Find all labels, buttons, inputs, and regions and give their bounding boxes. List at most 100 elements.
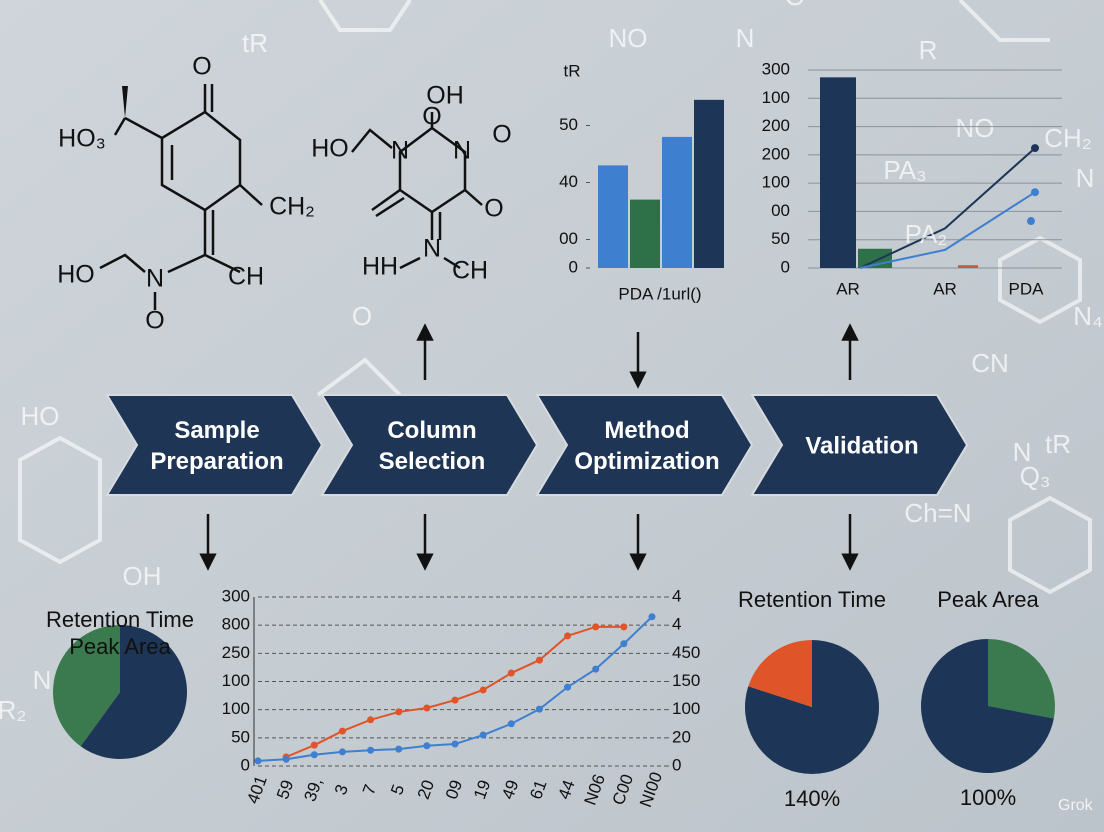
y-tick-label: 50 xyxy=(559,115,578,134)
atom-label: O xyxy=(492,121,511,149)
wedge-bond xyxy=(122,86,128,118)
bar xyxy=(662,136,692,268)
pie-slice xyxy=(921,639,1054,773)
atom-label: N xyxy=(391,137,409,165)
background-label: NO xyxy=(609,23,648,53)
end-marker xyxy=(1031,188,1039,197)
atom-label: N xyxy=(146,265,164,293)
pie-slice xyxy=(80,625,187,759)
point xyxy=(451,740,459,748)
atom-label: N xyxy=(423,235,441,263)
point xyxy=(338,748,346,756)
point xyxy=(507,720,515,728)
atom-label: HO₃ xyxy=(58,125,106,153)
watermark: Grok xyxy=(1058,797,1094,814)
atom-label: O xyxy=(422,103,441,131)
y-tick-label: 300 xyxy=(222,586,250,605)
molecule-bonds xyxy=(99,84,483,310)
y-tick-label: 100 xyxy=(222,671,250,690)
pie-title: Retention Time xyxy=(738,587,886,612)
y-tick-label: 100 xyxy=(222,699,250,718)
y-tick-label: 40 xyxy=(559,172,578,191)
pie-slice xyxy=(52,625,120,747)
workflow-step xyxy=(535,394,754,496)
x-tick-label: AR xyxy=(836,279,860,298)
bar xyxy=(694,99,724,268)
point xyxy=(479,686,487,694)
point xyxy=(648,613,656,621)
background-label: R xyxy=(919,35,938,65)
arrows xyxy=(199,323,859,571)
bar xyxy=(630,199,660,268)
y-tick-label: 00 xyxy=(559,229,578,248)
step-label: Sample xyxy=(174,417,259,444)
y-tick-label: 50 xyxy=(771,229,790,248)
bar xyxy=(598,165,628,268)
workflow-step xyxy=(105,394,324,496)
point xyxy=(395,745,403,753)
x-tick-label: PDA xyxy=(1009,279,1045,298)
pie-annotation: 140% xyxy=(784,786,840,811)
atom-label: CH xyxy=(228,263,264,291)
step-label: Method xyxy=(604,417,689,444)
background-label: HO xyxy=(21,401,60,431)
pie-title: Retention Time xyxy=(46,607,194,632)
atom-label: O xyxy=(192,53,211,81)
pie-subtitle: Peak Area xyxy=(69,634,171,659)
workflow-step xyxy=(750,394,969,496)
background-label: Ch=N xyxy=(904,498,971,528)
y-tick-label: 800 xyxy=(222,615,250,634)
point xyxy=(535,656,543,664)
line-series xyxy=(859,147,1036,269)
point xyxy=(592,665,600,673)
background-label: tR xyxy=(242,28,268,58)
atom-label: CH₂ xyxy=(269,193,315,221)
point xyxy=(338,727,346,735)
atom-label: N xyxy=(453,137,471,165)
point xyxy=(451,696,459,704)
background-label: O xyxy=(785,0,805,11)
point xyxy=(535,705,543,713)
background-label: OH xyxy=(123,561,162,591)
atom-label: HO xyxy=(57,261,95,289)
workflow-step xyxy=(320,394,539,496)
background-label: R₂ xyxy=(0,695,26,725)
x-axis-label: PDA /1url() xyxy=(618,284,701,303)
y2-tick-label: 4 xyxy=(672,615,681,634)
background-label: N₄ xyxy=(1073,301,1102,331)
point xyxy=(310,751,318,759)
end-marker xyxy=(1031,144,1039,153)
point xyxy=(592,623,600,631)
atom-label: HH xyxy=(362,253,398,281)
y-tick-label: 50 xyxy=(231,727,250,746)
background-label: CH₂ xyxy=(1044,123,1092,153)
y-tick-label: 200 xyxy=(762,116,790,135)
atom-label: HO xyxy=(311,135,349,163)
atom-label: OH xyxy=(426,82,464,110)
bar xyxy=(958,265,978,268)
step-label: Validation xyxy=(805,432,918,459)
y2-tick-label: 450 xyxy=(672,643,700,662)
point xyxy=(423,742,431,750)
y-tick-label: 0 xyxy=(781,257,790,276)
background-label: NO xyxy=(956,113,995,143)
background-label: N xyxy=(736,23,755,53)
end-marker xyxy=(1027,217,1035,226)
y-axis-label: tR xyxy=(564,61,581,80)
y-tick-label: 100 xyxy=(762,173,790,192)
background-label: O xyxy=(352,301,372,331)
step-label: Preparation xyxy=(150,448,283,475)
background-label: N xyxy=(1076,163,1095,193)
point xyxy=(423,704,431,712)
point xyxy=(395,708,403,716)
x-tick-label: AR xyxy=(933,279,957,298)
background-label: tR xyxy=(1045,429,1071,459)
annotation: PA₂ xyxy=(905,219,948,249)
point xyxy=(254,757,262,765)
atom-label: CH xyxy=(452,257,488,285)
y2-tick-label: 150 xyxy=(672,671,700,690)
step-label: Selection xyxy=(379,448,486,475)
pie-slice xyxy=(748,640,812,707)
y-tick-label: 100 xyxy=(762,88,790,107)
